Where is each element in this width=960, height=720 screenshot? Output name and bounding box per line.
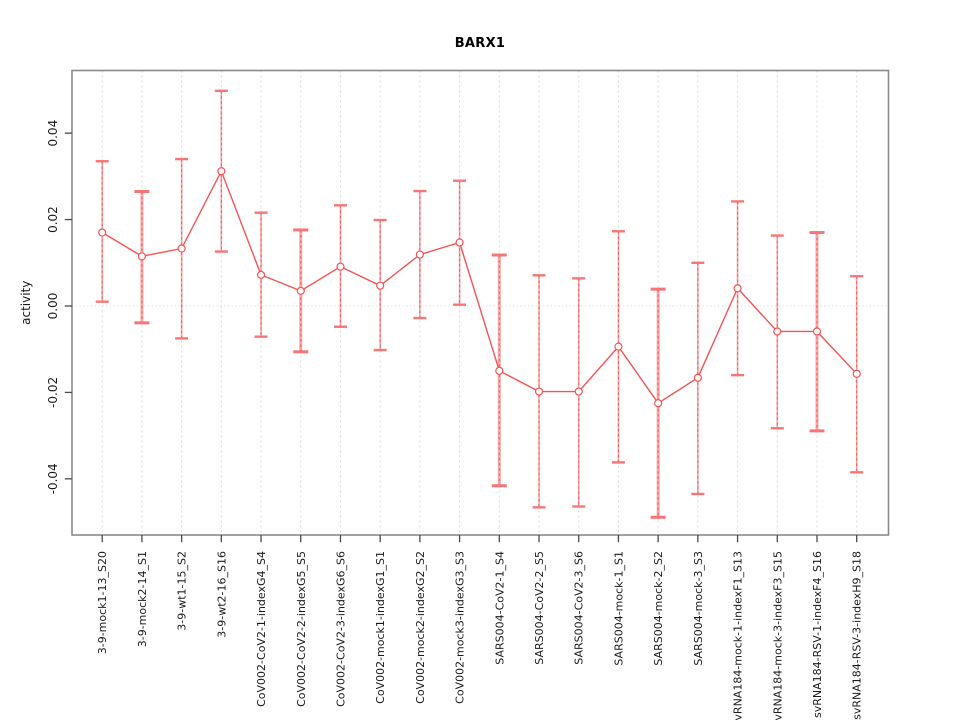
x-tick-label: svRNA184-mock-3-indexF3_S15	[771, 551, 784, 720]
x-tick-label: 3-9-wt1-15_S2	[176, 551, 189, 631]
x-tick-label: CoV002-mock3-indexG3_S3	[454, 551, 467, 704]
data-point	[495, 366, 504, 375]
x-tick-label: 3-9-mock2-14_S1	[136, 551, 149, 647]
data-point	[137, 252, 147, 261]
data-point	[693, 373, 702, 382]
series-line	[101, 169, 858, 405]
data-point	[852, 369, 861, 378]
data-point	[812, 327, 822, 336]
x-tick-label: CoV002-CoV2-1-indexG4_S4	[255, 551, 268, 707]
x-tick-label: 3-9-mock1-13_S20	[96, 551, 109, 654]
data-point	[415, 250, 424, 259]
y-tick-label: -0.04	[46, 463, 60, 494]
data-point	[654, 399, 663, 408]
data-point	[733, 284, 742, 293]
x-tick-label: CoV002-mock2-indexG2_S2	[414, 551, 427, 704]
x-tick-label: 3-9-wt2-16_S16	[215, 551, 228, 638]
y-tick-label: 0.04	[46, 120, 60, 147]
data-point	[773, 327, 782, 336]
y-tick-label: -0.02	[46, 377, 60, 408]
x-tick-label: svRNA184-mock-1-indexF1_S13	[732, 551, 745, 720]
y-tick-label: 0.00	[46, 293, 60, 320]
x-tick-label: svRNA184-RSV-3-indexH9_S18	[851, 551, 864, 720]
x-tick-label: SARS004-CoV2-1_S4	[493, 551, 506, 665]
data-point	[98, 228, 107, 237]
x-tick-label: svRNA184-RSV-1-indexF4_S16	[811, 551, 824, 718]
chart-title: BARX1	[454, 36, 506, 51]
data-point	[296, 286, 305, 295]
x-tick-label: CoV002-CoV2-3-indexG6_S6	[334, 551, 347, 707]
x-tick-label: SARS004-mock-1_S1	[612, 551, 625, 666]
data-point	[256, 270, 266, 279]
data-point	[574, 387, 583, 396]
data-point	[336, 262, 345, 271]
x-tick-label: CoV002-mock1-indexG1_S1	[374, 551, 387, 704]
x-tick-label: SARS004-mock-2_S2	[652, 551, 665, 666]
x-tick-label: SARS004-CoV2-2_S5	[533, 551, 546, 665]
plot-box	[71, 69, 890, 536]
data-point	[455, 238, 464, 247]
data-point	[534, 387, 544, 396]
x-tick-label: SARS004-CoV2-3_S6	[573, 551, 586, 665]
data-point	[177, 244, 186, 253]
data-point	[376, 281, 385, 290]
x-tick-label: CoV002-CoV2-2-indexG5_S5	[295, 551, 308, 707]
data-point	[614, 342, 623, 351]
data-point	[217, 167, 226, 176]
y-axis-label: activity	[19, 281, 33, 325]
y-tick-label: 0.02	[46, 206, 60, 233]
x-tick-label: SARS004-mock-3_S3	[692, 551, 705, 666]
